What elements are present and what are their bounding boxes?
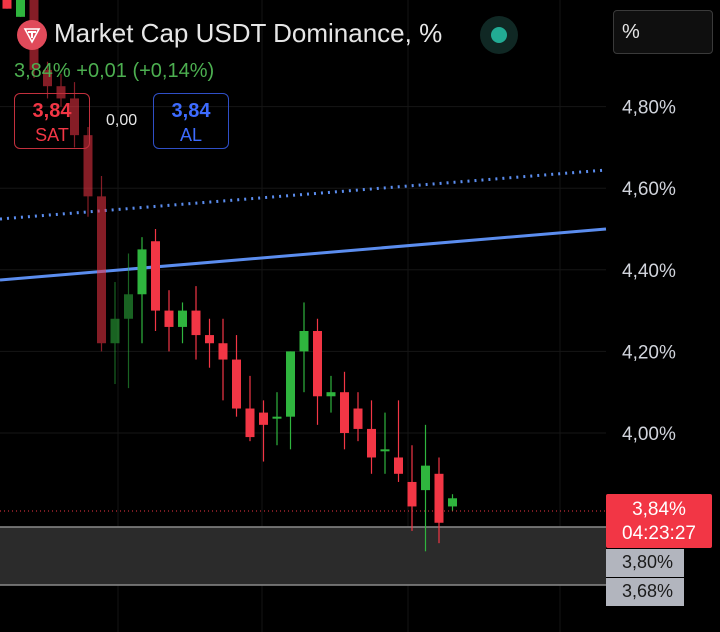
candle-body [326, 392, 336, 397]
candle [56, 73, 66, 107]
candle-body [421, 465, 430, 491]
chart-title: Market Cap USDT Dominance, % [54, 18, 443, 48]
candle [137, 237, 147, 344]
candle [448, 494, 457, 511]
candle-body [83, 135, 93, 197]
y-tick-label: 4,20% [622, 342, 676, 363]
candle [272, 392, 282, 446]
candle [151, 229, 160, 331]
candle-body [151, 241, 160, 311]
y-tick-label: 4,80% [622, 98, 676, 119]
scale-unit-button[interactable]: % [613, 10, 713, 54]
candle-body [407, 481, 417, 507]
change-pct: (+0,14%) [132, 60, 215, 82]
candle [394, 400, 403, 482]
candle-body [110, 318, 120, 344]
candle-body [137, 249, 147, 295]
candle [110, 282, 120, 385]
candle [205, 318, 214, 368]
candle [2, 0, 12, 9]
candle [124, 253, 133, 389]
candle [407, 445, 417, 531]
candle-body [313, 331, 322, 397]
spread-value: 0,00 [106, 112, 138, 129]
market-open-dot-icon [491, 27, 507, 43]
candle-body [286, 351, 295, 417]
candle [353, 392, 363, 442]
y-tick-label: 4,00% [622, 424, 676, 445]
candle-body [2, 0, 12, 9]
candle [83, 127, 93, 217]
buy-button[interactable]: 3,84 AL [153, 93, 229, 149]
candle [326, 375, 336, 413]
candle [191, 286, 201, 360]
candle [232, 335, 241, 417]
candle [164, 290, 174, 352]
buy-label: AL [179, 125, 203, 145]
zone-high-tag: 3,80% [606, 549, 684, 577]
candle-body [380, 449, 390, 452]
candle-body [367, 428, 376, 458]
candle [434, 457, 444, 544]
candle-body [178, 310, 187, 327]
zone-low-tag: 3,68% [606, 578, 684, 606]
candle [286, 351, 295, 450]
candle [259, 400, 268, 462]
sell-label: SAT [35, 125, 69, 145]
candle-body [232, 359, 241, 409]
candle-body [218, 343, 228, 360]
candle-body [191, 310, 201, 336]
candle [43, 61, 52, 99]
candle [340, 371, 349, 450]
candle-body [16, 0, 25, 17]
last-price: 3,84% [14, 60, 71, 82]
candle-body [434, 473, 444, 523]
candle-body [245, 408, 255, 438]
current-price-tag: 3,84% 04:23:27 [606, 494, 712, 548]
tether-logo-icon [17, 20, 47, 50]
price-axis: 4,80% 4,60% 4,40% 4,20% 4,00% [622, 98, 676, 445]
candle-body [56, 86, 66, 99]
candle-body [299, 331, 309, 352]
current-price-value: 3,84% [632, 499, 686, 520]
change-abs: +0,01 [76, 60, 127, 82]
candle [97, 175, 106, 352]
sell-price: 3,84 [32, 100, 72, 122]
candle-body [124, 294, 133, 319]
candle [218, 318, 228, 401]
candle-body [448, 498, 457, 507]
trend-line-solid[interactable] [0, 227, 607, 282]
candle-body [43, 69, 52, 87]
highlight-zone [0, 527, 606, 585]
candle [299, 302, 309, 393]
candle [313, 318, 322, 425]
candle-body [340, 392, 349, 433]
candle [178, 302, 187, 344]
y-tick-label: 4,40% [622, 261, 676, 282]
candle-body [394, 457, 403, 474]
candle-body [164, 310, 174, 327]
candle-body [97, 196, 106, 344]
price-change-row: 3,84% +0,01 (+0,14%) [14, 60, 214, 83]
candle-body [353, 408, 363, 429]
buy-price: 3,84 [171, 100, 211, 122]
candle-body [259, 412, 268, 425]
bar-countdown: 04:23:27 [622, 523, 696, 544]
candle [245, 375, 255, 442]
candle [16, 0, 25, 17]
candle-body [205, 335, 214, 344]
candle-body [272, 416, 282, 419]
candle [421, 424, 430, 552]
candle [367, 400, 376, 474]
market-status-indicator[interactable] [480, 16, 518, 54]
y-tick-label: 4,60% [622, 179, 676, 200]
sell-button[interactable]: 3,84 SAT [14, 93, 90, 149]
candle [380, 412, 390, 474]
candle-body [70, 98, 79, 136]
candles [2, 0, 457, 552]
